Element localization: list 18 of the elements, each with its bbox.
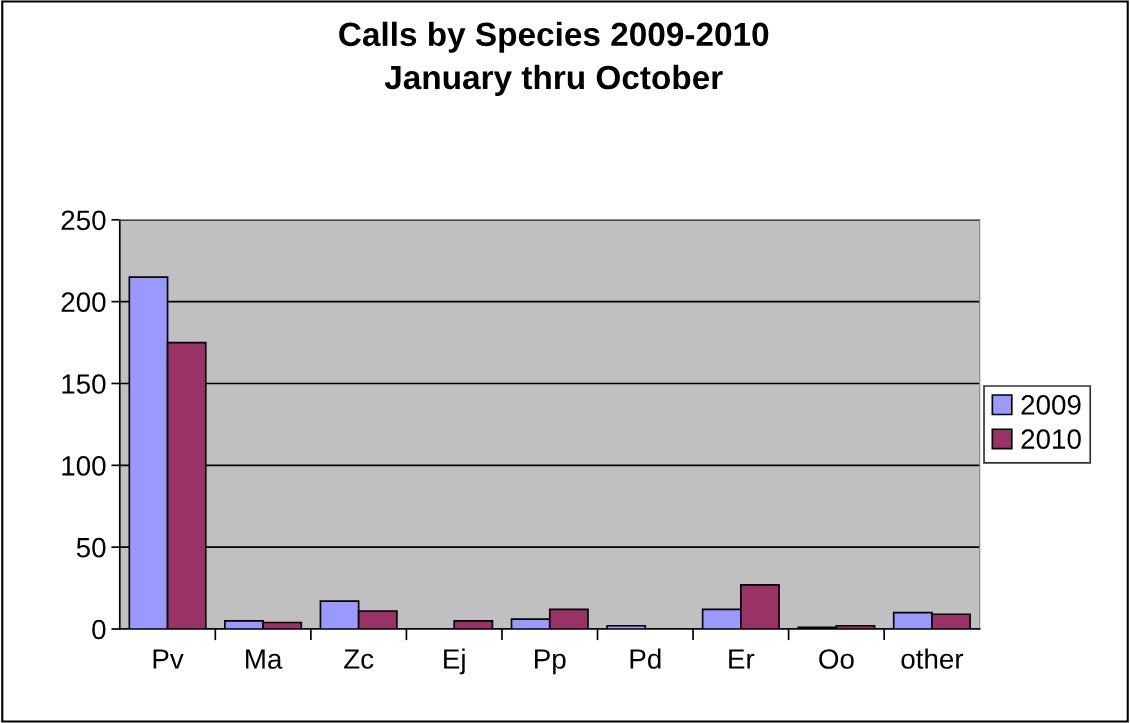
x-tick-label: Ma — [246, 649, 283, 669]
y-tick-label: 50 — [76, 537, 106, 558]
legend-label: 2009 — [1021, 395, 1081, 415]
y-tick-label: 250 — [61, 210, 106, 231]
x-tick-label: Zc — [344, 649, 374, 669]
x-tick-label: Pd — [630, 648, 661, 669]
x-tick-label: other — [901, 648, 964, 669]
x-tick-label: Pp — [535, 649, 566, 675]
y-tick-label: 0 — [92, 619, 106, 640]
x-tick-label: Pv — [153, 649, 184, 669]
x-tick-label: Oo — [819, 649, 854, 669]
legend-label: 2010 — [1021, 429, 1081, 449]
x-tick-label: Ej — [444, 648, 465, 675]
y-tick-label: 150 — [62, 374, 106, 394]
x-tick-label: Er — [729, 649, 755, 669]
chart-title: Calls by Species 2009-2010 January thru October — [339, 21, 769, 96]
y-tick-label: 200 — [61, 292, 106, 312]
y-tick-label: 100 — [62, 455, 106, 476]
